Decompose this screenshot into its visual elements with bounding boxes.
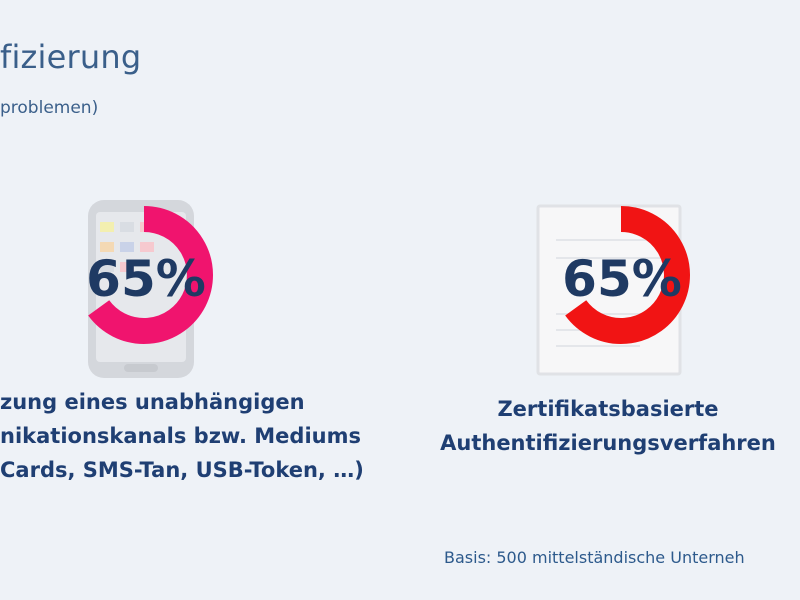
donut-2: 65% — [562, 206, 690, 344]
category-label-1-line: Cards, SMS-Tan, USB-Token, …) — [0, 458, 364, 482]
donut-1-value-label: 65% — [86, 250, 206, 308]
donut-1-arc — [88, 206, 213, 344]
donut-1: 65% — [86, 206, 213, 344]
category-label-1: zung eines unabhängigen nikationskanals … — [0, 385, 364, 487]
category-label-2: Zertifikatsbasierte Authentifizierungsve… — [418, 392, 798, 460]
donut-2-arc — [565, 206, 690, 344]
page-subtitle: problemen) — [0, 98, 99, 118]
category-label-2-line: Authentifizierungsverfahren — [440, 431, 776, 455]
donut-2-value-label: 65% — [562, 250, 682, 308]
category-label-1-line: zung eines unabhängigen — [0, 390, 305, 414]
category-label-1-line: nikationskanals bzw. Mediums — [0, 424, 361, 448]
basis-note: Basis: 500 mittelständische Unterneh — [444, 548, 745, 567]
category-label-2-line: Zertifikatsbasierte — [497, 397, 719, 421]
page-title: fizierung — [0, 38, 142, 76]
